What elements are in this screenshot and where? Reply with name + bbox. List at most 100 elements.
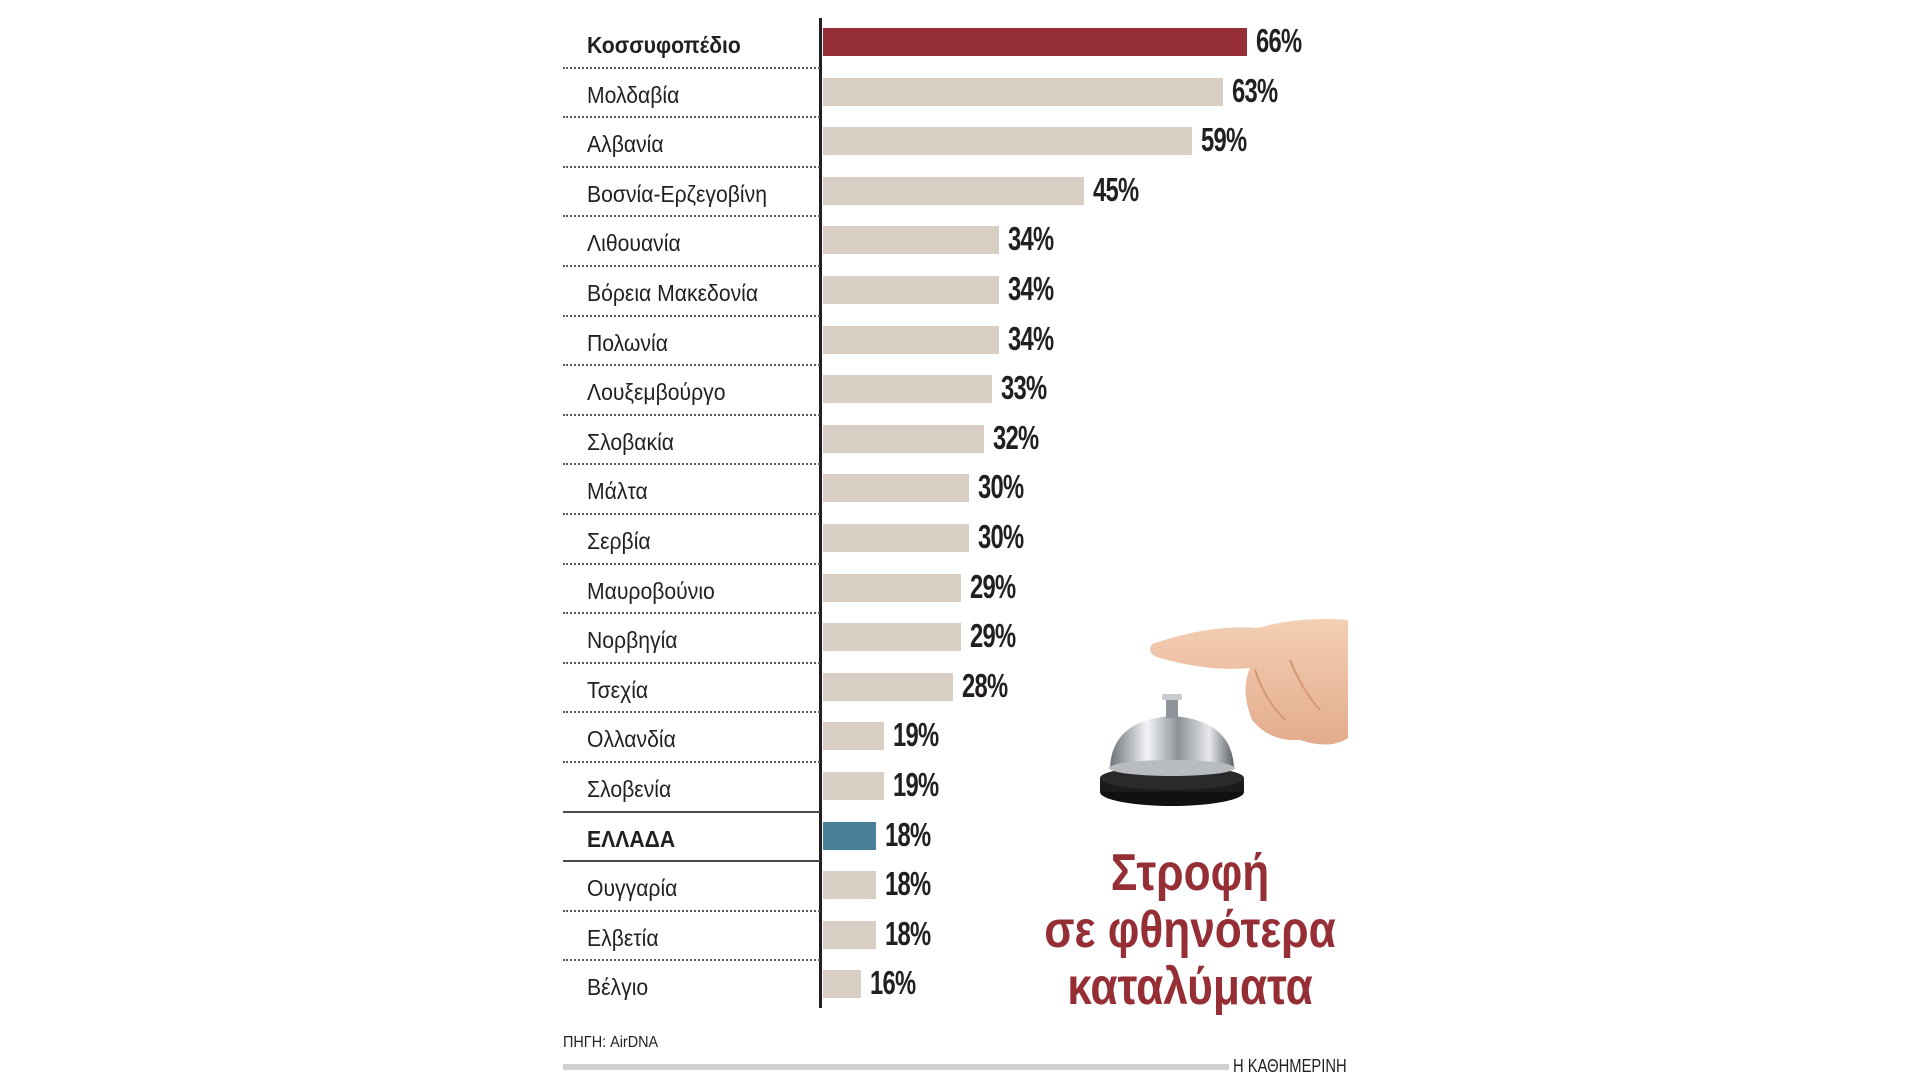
bar (823, 722, 884, 751)
value-label: 19% (892, 766, 939, 803)
value-label: 34% (1008, 270, 1054, 307)
bar-row: Βέλγιο 16% (563, 960, 1363, 1010)
category-label: Ελβετία (587, 924, 659, 951)
bar-row: Βόρεια Μακεδονία 34% (563, 266, 1363, 316)
footer-divider (563, 1064, 1229, 1070)
row-divider-dotted (563, 215, 820, 218)
row-divider-dotted (563, 711, 820, 714)
row-divider-dotted (563, 661, 820, 664)
bar-row: Νορβηγία 29% (563, 613, 1363, 663)
bar (823, 226, 1000, 255)
bar-row: Σλοβακία 32% (563, 415, 1363, 465)
value-label: 33% (1000, 369, 1047, 407)
row-divider-solid (563, 860, 820, 863)
bar-row: Ολλανδία 19% (563, 712, 1363, 762)
value-label: 63% (1232, 71, 1278, 109)
category-label: Βόρεια Μακεδονία (587, 280, 759, 306)
hotel-bell-icon (1090, 610, 1350, 810)
category-label: Μαυροβούνιο (587, 577, 715, 604)
row-divider-dotted (563, 562, 820, 565)
bar-row: Σερβία 30% (563, 514, 1363, 564)
publisher-logo: Η ΚΑΘΗΜΕΡΙΝΗ (1233, 1056, 1347, 1076)
category-label: Σλοβενία (587, 776, 672, 802)
value-label: 16% (869, 964, 916, 1002)
category-label: Σλοβακία (587, 428, 675, 455)
bar-row: Μάλτα 30% (563, 464, 1363, 514)
category-label: Λουξεμβούργο (587, 379, 726, 406)
bar (823, 325, 1000, 354)
value-label: 18% (884, 865, 931, 903)
category-label: Βέλγιο (587, 974, 649, 1001)
category-label: Τσεχία (587, 676, 649, 703)
category-label: Κοσσυφοπέδιο (587, 32, 741, 58)
value-label: 32% (993, 418, 1039, 456)
bar (823, 375, 992, 404)
title-line-2: σε φθηνότερα (1044, 901, 1336, 959)
bar (823, 821, 876, 850)
category-label: Ολλανδία (587, 726, 676, 753)
source-note: ΠΗΓΗ: AirDNA (563, 1034, 659, 1051)
value-label: 30% (977, 468, 1024, 506)
category-label: Λιθουανία (587, 230, 681, 257)
value-label: 59% (1201, 121, 1247, 159)
value-label: 34% (1008, 319, 1054, 357)
row-divider-dotted (563, 265, 820, 267)
value-label: 19% (892, 716, 939, 754)
bar (823, 77, 1224, 106)
bar-row: Λιθουανία 34% (563, 216, 1363, 266)
bar (823, 524, 969, 552)
bar-row: Ουγγαρία 18% (563, 861, 1363, 911)
bar (823, 28, 1247, 56)
bar-row: Βοσνία-Ερζεγοβίνη 45% (563, 167, 1363, 217)
y-axis-line (819, 18, 822, 1008)
title-line-3: καταλύματα (1067, 958, 1313, 1016)
bar (823, 573, 961, 602)
category-label: Σερβία (587, 528, 651, 554)
bar (823, 672, 954, 701)
bar-row: Μολδαβία 63% (563, 68, 1363, 118)
row-divider-dotted (563, 364, 820, 367)
bar (823, 871, 876, 900)
bar-row: Λουξεμβούργο 33% (563, 365, 1363, 415)
bar-row: Κοσσυφοπέδιο 66% (563, 18, 1363, 68)
category-label: Μολδαβία (587, 81, 680, 108)
bar-row: Τσεχία 28% (563, 663, 1363, 713)
bar (823, 920, 876, 949)
bar (823, 424, 985, 453)
bar (823, 623, 961, 652)
row-divider-dotted (563, 513, 820, 515)
value-label: 18% (884, 914, 931, 952)
value-label: 66% (1255, 22, 1302, 59)
bar-row: Αλβανία 59% (563, 117, 1363, 167)
value-label: 45% (1093, 170, 1139, 208)
row-divider-dotted (563, 761, 820, 763)
row-divider-dotted (563, 612, 820, 615)
bar (823, 970, 861, 999)
value-label: 29% (969, 617, 1016, 655)
row-divider-dotted (563, 413, 820, 416)
category-label: Μάλτα (587, 478, 648, 505)
bar-row: Πολωνία 34% (563, 316, 1363, 366)
value-label: 30% (977, 518, 1024, 555)
value-label: 29% (969, 567, 1016, 605)
row-divider-dotted (563, 116, 820, 119)
category-label: ΕΛΛΑΔΑ (587, 825, 676, 852)
bar-row: Σλοβενία 19% (563, 762, 1363, 812)
row-divider-dotted (563, 165, 820, 168)
value-label: 18% (884, 815, 931, 853)
bar (823, 772, 884, 800)
bar (823, 276, 1000, 304)
bar-row: Ελβετία 18% (563, 911, 1363, 961)
row-divider-solid (563, 810, 820, 813)
bar (823, 474, 969, 503)
row-divider-dotted (563, 463, 820, 466)
row-divider-dotted (563, 314, 820, 317)
category-label: Πολωνία (587, 329, 668, 356)
row-divider-dotted (563, 66, 820, 69)
bar (823, 127, 1193, 156)
bar-row: Μαυροβούνιο 29% (563, 564, 1363, 614)
row-divider-dotted (563, 909, 820, 912)
value-label: 34% (1008, 220, 1054, 258)
row-divider-dotted (563, 959, 820, 962)
bar (823, 176, 1085, 205)
